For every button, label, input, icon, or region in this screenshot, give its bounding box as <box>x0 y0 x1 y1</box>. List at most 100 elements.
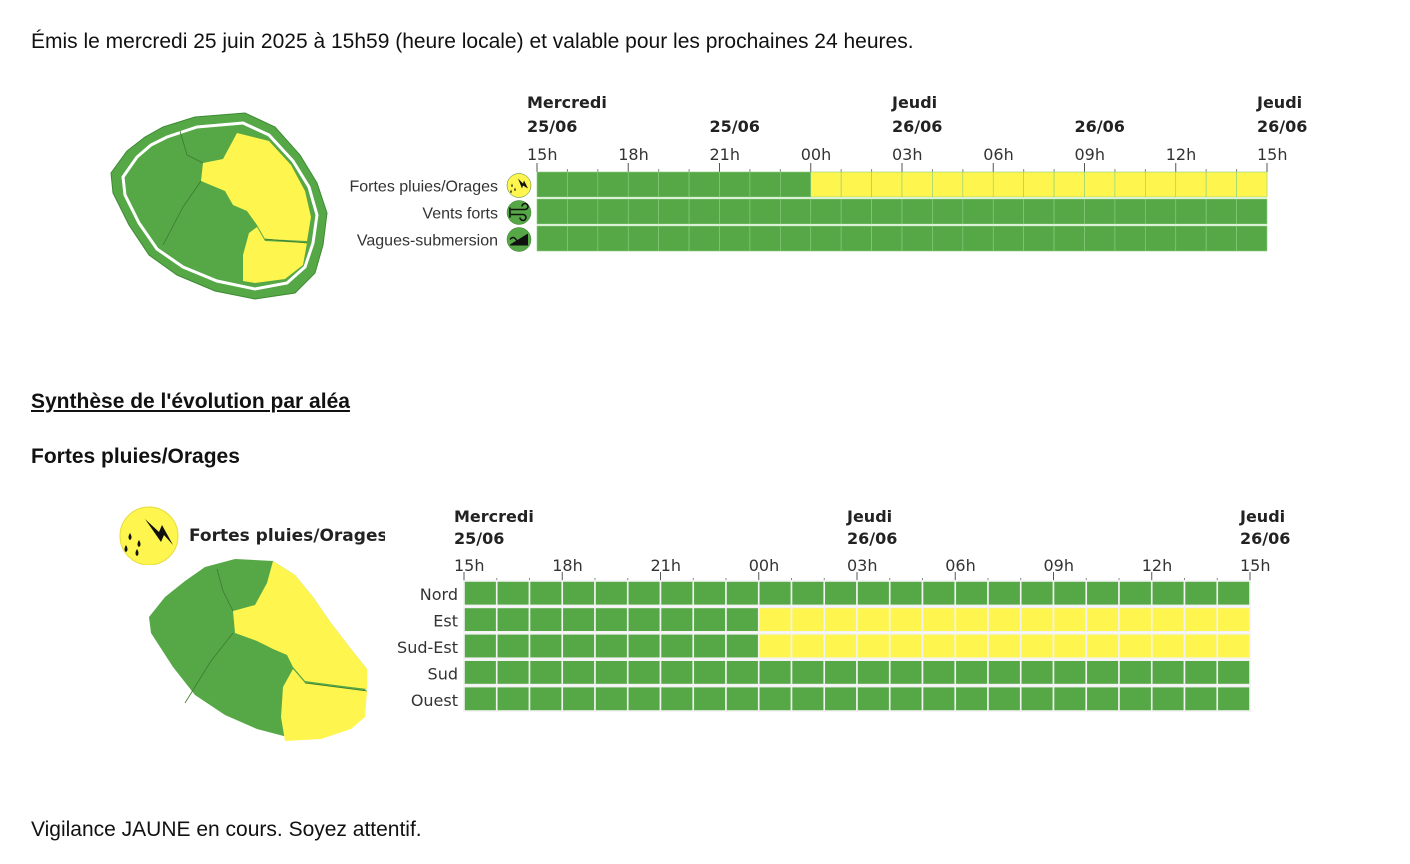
wave-icon <box>506 227 532 252</box>
issue-info-text: Émis le mercredi 25 juin 2025 à 15h59 (h… <box>31 30 914 53</box>
heat-cell-green <box>790 659 826 686</box>
heat-cell-green <box>594 633 629 660</box>
heat-cell-yellow <box>1085 606 1120 633</box>
heat-cell-green <box>659 606 695 633</box>
wind-icon <box>506 200 532 225</box>
heat-cell-green <box>1023 225 1055 252</box>
x-tick-label: 21h <box>710 145 741 164</box>
x-tick-label: 15h <box>527 145 558 164</box>
x-tick-label: 21h <box>651 556 682 575</box>
wind-icon-bg <box>506 200 532 225</box>
heat-cell-green <box>626 580 662 607</box>
heat-cell-yellow <box>1216 606 1251 633</box>
heat-cell-yellow <box>823 633 858 660</box>
heat-cell-green <box>810 225 842 252</box>
heat-cell-green <box>1183 685 1219 712</box>
heat-cell-yellow <box>810 171 842 198</box>
heat-cell-green <box>932 198 964 225</box>
day-label-name: Jeudi <box>1239 507 1285 526</box>
heat-cell-green <box>1084 225 1116 252</box>
heat-cell-green <box>1118 580 1153 607</box>
heat-cell-yellow <box>1183 633 1219 660</box>
legend-label: Fortes pluies/Orages <box>189 526 385 546</box>
heat-cell-green <box>921 580 957 607</box>
heat-cell-green <box>528 633 564 660</box>
map-zone-est <box>233 561 367 689</box>
heat-cell-green <box>536 198 568 225</box>
heat-cell-yellow <box>962 171 994 198</box>
rain-storm-icon <box>506 173 532 198</box>
hazard-legend: Fortes pluies/Orages <box>119 506 385 565</box>
heat-cell-green <box>823 580 858 607</box>
heat-cell-green <box>594 659 629 686</box>
x-tick-label: 00h <box>801 145 832 164</box>
heat-cell-green <box>688 198 720 225</box>
heat-cell-green <box>659 685 695 712</box>
rain-storm-icon-bg <box>506 173 532 198</box>
heat-cell-yellow <box>921 606 957 633</box>
heat-cell-green <box>725 606 760 633</box>
heat-cell-green <box>528 659 564 686</box>
heat-cell-green <box>992 225 1024 252</box>
heat-cell-yellow <box>992 171 1024 198</box>
heat-cell-green <box>1085 685 1120 712</box>
x-tick-label: 18h <box>552 556 583 575</box>
heat-cell-green <box>692 685 727 712</box>
heat-cell-green <box>528 685 564 712</box>
heat-cell-green <box>1019 580 1055 607</box>
map-zone-borders <box>184 568 368 704</box>
heat-cell-green <box>658 225 690 252</box>
heat-cell-green <box>1150 659 1186 686</box>
heat-cell-yellow <box>790 606 826 633</box>
x-tick-label: 12h <box>1166 145 1197 164</box>
heat-cell-green <box>1205 198 1237 225</box>
day-label-name: Jeudi <box>846 507 892 526</box>
row-label: Ouest <box>411 691 458 710</box>
lightning-glyph <box>518 178 528 189</box>
heat-cell-green <box>1216 685 1251 712</box>
heat-cell-green <box>871 225 903 252</box>
heat-cell-green <box>725 659 760 686</box>
wave-glyph <box>509 236 523 243</box>
x-tick-label: 00h <box>749 556 780 575</box>
heat-cell-green <box>1150 685 1186 712</box>
rain-storm-icon <box>119 506 179 565</box>
heat-cell-yellow <box>888 633 924 660</box>
heat-cell-green <box>1053 225 1085 252</box>
section-title: Synthèse de l'évolution par aléa <box>31 390 350 413</box>
zone-timeline-chart: Mercredi 25/06 Jeudi 26/06 Jeudi 26/06 15h 18h 2… <box>397 507 1290 712</box>
heat-cell-green <box>888 659 924 686</box>
heat-cell-green <box>567 198 599 225</box>
heat-cell-yellow <box>987 606 1022 633</box>
heat-cell-green <box>567 171 599 198</box>
day-label-date: 26/06 <box>1240 529 1290 548</box>
heat-cell-green <box>659 580 695 607</box>
heat-cell-green <box>790 685 826 712</box>
heat-cell-green <box>627 225 659 252</box>
heat-cell-yellow <box>1236 171 1268 198</box>
day-label-date: 25/06 <box>527 117 577 136</box>
heat-cell-green <box>749 225 781 252</box>
heat-cell-green <box>495 580 531 607</box>
heat-cell-green <box>594 580 629 607</box>
heat-cell-green <box>463 685 498 712</box>
day-label-date: 26/06 <box>1075 117 1125 136</box>
heat-cell-green <box>626 606 662 633</box>
heat-cell-green <box>659 633 695 660</box>
heat-cell-green <box>594 685 629 712</box>
heat-cell-green <box>921 685 957 712</box>
heat-cell-yellow <box>1052 633 1088 660</box>
day-label-name: Jeudi <box>891 93 937 112</box>
day-label-date: 26/06 <box>847 529 897 548</box>
heat-cell-green <box>692 659 727 686</box>
x-tick-label: 06h <box>983 145 1014 164</box>
x-tick-label: 09h <box>1075 145 1106 164</box>
row-label: Sud-Est <box>397 638 458 657</box>
heat-cell-yellow <box>1118 633 1153 660</box>
x-tick-label: 03h <box>892 145 923 164</box>
heat-cell-yellow <box>1150 606 1186 633</box>
heat-cell-green <box>1205 225 1237 252</box>
heat-cell-green <box>749 171 781 198</box>
heat-cell-green <box>987 580 1022 607</box>
heat-cell-green <box>757 685 793 712</box>
